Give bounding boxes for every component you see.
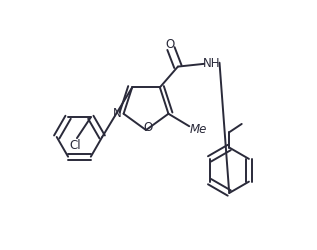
Text: N: N	[113, 106, 122, 120]
Text: NH: NH	[203, 57, 221, 70]
Text: O: O	[165, 38, 174, 50]
Text: Cl: Cl	[69, 138, 81, 151]
Text: O: O	[144, 121, 153, 134]
Text: Me: Me	[190, 122, 207, 136]
